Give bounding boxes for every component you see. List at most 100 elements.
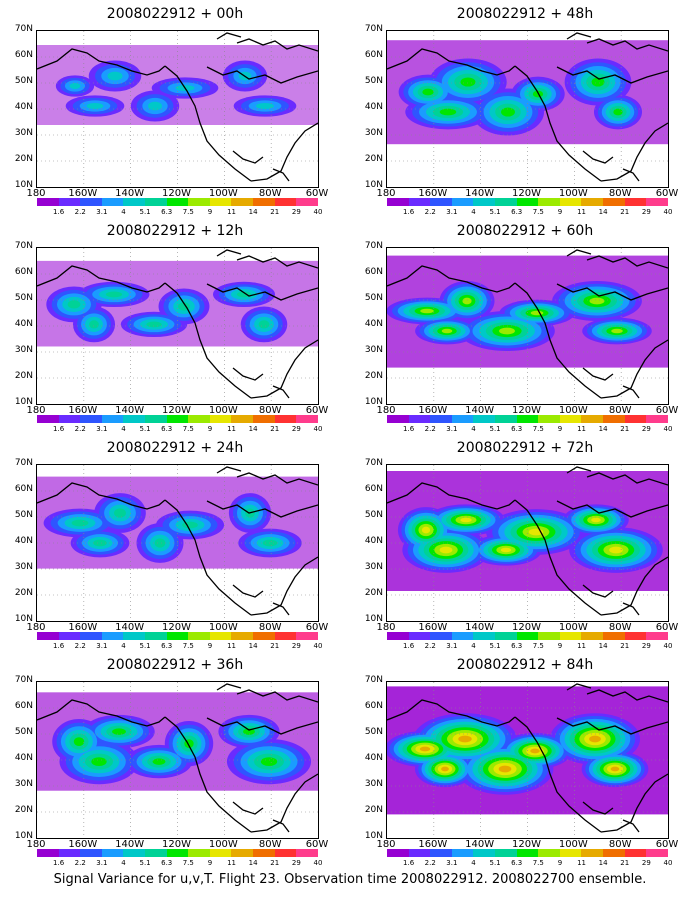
colorbar-segment [430, 632, 452, 640]
coastline [164, 499, 252, 616]
x-tick-label: 60W [655, 405, 679, 416]
y-tick-label: 10N [364, 180, 383, 190]
colorbar-label: 29 [291, 425, 301, 433]
colorbar-segment [253, 849, 275, 857]
coastline [37, 265, 166, 293]
coastline [514, 282, 602, 399]
colorbar-label: 11 [577, 642, 586, 650]
colorbar-label: 5.1 [489, 642, 501, 650]
y-tick-label: 40N [14, 753, 33, 763]
variance-map [386, 681, 669, 839]
colorbar-segment [37, 198, 59, 206]
colorbar-label: 1.6 [403, 208, 415, 216]
colorbar-label: 4 [471, 859, 476, 867]
colorbar-segment [123, 632, 146, 640]
colorbar-label: 3.1 [96, 425, 108, 433]
coastline [600, 339, 668, 399]
colorbar-label: 3.1 [96, 642, 108, 650]
coastline [164, 716, 252, 833]
colorbar-segment [451, 198, 474, 206]
x-tick-label: 100W [558, 188, 588, 199]
coastline [250, 773, 318, 833]
y-tick-label: 10N [364, 397, 383, 407]
colorbar-label: 29 [291, 859, 301, 867]
colorbar-segment [166, 632, 189, 640]
colorbar-label: 1.6 [53, 642, 65, 650]
colorbar-segment [408, 415, 431, 423]
colorbar-label: 40 [663, 208, 673, 216]
colorbar-label: 5.1 [139, 208, 151, 216]
colorbar-label: 3.1 [96, 859, 108, 867]
colorbar-segment [559, 632, 582, 640]
colorbar-segment [296, 198, 318, 206]
colorbar-label: 7.5 [532, 859, 544, 867]
coastline [586, 689, 668, 703]
colorbar-label: 4 [121, 208, 126, 216]
x-tick-label: 120W [512, 839, 541, 850]
y-tick-label: 10N [364, 831, 383, 841]
colorbar-segment [646, 415, 668, 423]
y-tick-label: 50N [14, 727, 33, 737]
colorbar-segment [559, 198, 582, 206]
colorbar-label: 6.3 [511, 642, 523, 650]
colorbar [37, 415, 318, 423]
colorbar-segment [188, 849, 210, 857]
coastline [206, 283, 318, 301]
colorbar-label: 6.3 [161, 859, 173, 867]
colorbar-label: 7.5 [182, 425, 194, 433]
colorbar-segment [451, 849, 474, 857]
colorbar-segment [603, 632, 625, 640]
panel-title: 2008022912 + 84h [456, 657, 594, 673]
colorbar-label: 7.5 [182, 642, 194, 650]
coastline [556, 717, 668, 735]
colorbar-segment [37, 632, 59, 640]
colorbar-segment [473, 415, 496, 423]
colorbar-segment [209, 849, 232, 857]
coastline [600, 773, 668, 833]
colorbar-label: 2.2 [74, 425, 86, 433]
colorbar-segment [274, 632, 297, 640]
y-tick-label: 50N [364, 293, 383, 303]
colorbar-label: 2.2 [424, 859, 436, 867]
colorbar-label: 21 [620, 642, 630, 650]
coastline [37, 482, 166, 510]
colorbar-segment [495, 415, 517, 423]
x-tick-label: 160W [418, 405, 448, 416]
x-tick-label: 100W [558, 622, 588, 633]
coastline [232, 801, 264, 815]
colorbar-segment [101, 632, 124, 640]
colorbar-label: 3.1 [446, 208, 458, 216]
coastline [586, 38, 668, 52]
colorbar-segment [581, 415, 604, 423]
colorbar-label: 29 [641, 642, 651, 650]
coastline [586, 472, 668, 486]
colorbar-label: 14 [248, 859, 258, 867]
colorbar-labels: 1.6 2.2 3.1 4 5.1 6.3 7.5 9 11 14 21 29 40 [387, 425, 672, 435]
colorbar-label: 29 [291, 208, 301, 216]
y-tick-label: 50N [364, 727, 383, 737]
colorbar-segment [166, 415, 189, 423]
y-tick-label: 20N [14, 371, 33, 381]
map-svg [37, 682, 318, 838]
x-tick-label: 80W [608, 839, 632, 850]
colorbar [37, 198, 318, 206]
colorbar [387, 198, 668, 206]
colorbar-segment [495, 849, 517, 857]
colorbar-label: 7.5 [182, 859, 194, 867]
y-tick-label: 60N [364, 701, 383, 711]
coastline [622, 385, 640, 399]
coastline [232, 584, 264, 598]
colorbar-segment [516, 849, 539, 857]
x-tick-label: 120W [162, 622, 191, 633]
colorbar-segment [123, 198, 146, 206]
x-tick-label: 180 [26, 622, 46, 633]
colorbar-label: 11 [227, 208, 236, 216]
colorbar-label: 21 [270, 642, 280, 650]
x-tick-label: 160W [68, 188, 98, 199]
x-tick-label: 80W [258, 405, 282, 416]
coastline [600, 122, 668, 182]
y-tick-label: 60N [364, 484, 383, 494]
y-tick-label: 20N [14, 154, 33, 164]
colorbar-label: 21 [620, 425, 630, 433]
y-tick-label: 20N [364, 371, 383, 381]
